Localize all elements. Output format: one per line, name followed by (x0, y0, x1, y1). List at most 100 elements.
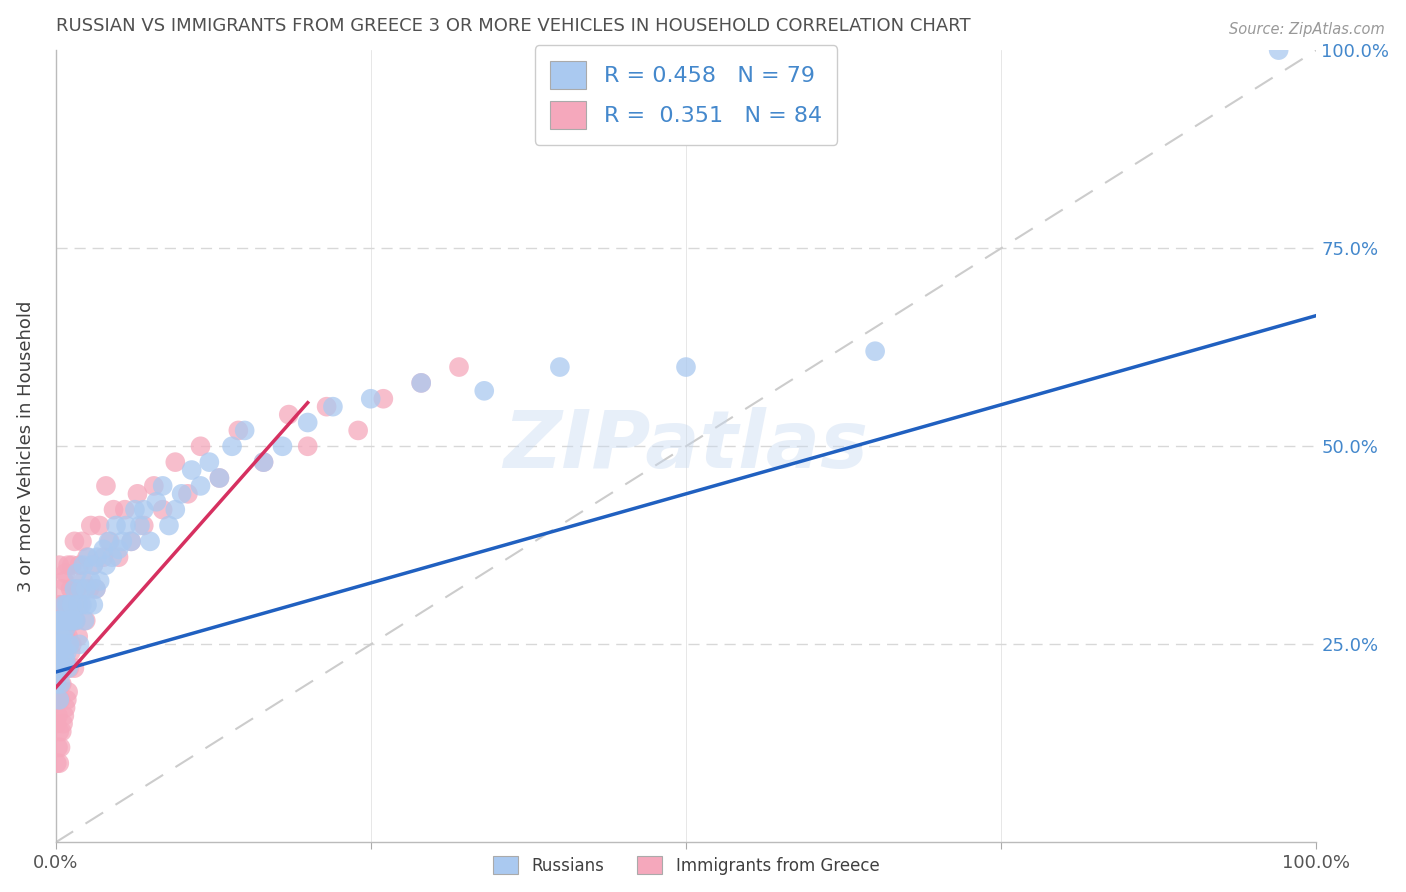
Point (84, 582, 107, 596)
Point (86, 550, 108, 565)
Point (56, 645, 79, 659)
Point (94, 479, 117, 493)
Point (127, 487, 149, 501)
Point (228, 424, 250, 438)
Point (115, 518, 138, 533)
Point (55, 630, 77, 644)
Point (190, 439, 212, 453)
Point (297, 439, 319, 453)
Point (56, 630, 79, 644)
Point (114, 502, 136, 516)
Point (548, 359, 571, 374)
Legend: Russians, Immigrants from Greece: Russians, Immigrants from Greece (486, 850, 886, 881)
Point (63, 582, 86, 596)
Point (129, 518, 152, 533)
Point (208, 471, 231, 485)
Point (84, 582, 107, 596)
Point (675, 359, 697, 374)
Point (271, 439, 294, 453)
Point (221, 439, 243, 453)
Point (53, 574, 76, 588)
Point (70, 534, 93, 549)
Point (48, 724, 70, 739)
Point (76, 598, 98, 612)
Point (65, 614, 87, 628)
Text: ZIPatlas: ZIPatlas (503, 408, 869, 485)
Point (208, 471, 231, 485)
Point (53, 645, 76, 659)
Point (65, 614, 87, 628)
Point (55, 653, 77, 667)
Point (75, 582, 97, 596)
Point (105, 518, 128, 533)
Point (1267, 43, 1289, 57)
Point (170, 487, 193, 501)
Point (297, 416, 319, 430)
Point (46, 614, 69, 628)
Point (89, 518, 111, 533)
Point (48, 756, 70, 771)
Point (315, 400, 337, 414)
Point (56, 598, 79, 612)
Point (107, 550, 129, 565)
Point (863, 344, 886, 359)
Point (252, 455, 274, 469)
Point (72, 558, 94, 573)
Point (56, 661, 79, 675)
Point (347, 424, 370, 438)
Point (89, 574, 111, 588)
Point (51, 677, 73, 691)
Point (360, 392, 382, 406)
Point (411, 376, 433, 390)
Point (190, 479, 212, 493)
Point (52, 598, 75, 612)
Point (82, 558, 104, 573)
Point (52, 630, 75, 644)
Point (53, 598, 76, 612)
Point (80, 518, 103, 533)
Point (82, 598, 104, 612)
Point (73, 614, 96, 628)
Point (76, 550, 98, 565)
Point (63, 598, 86, 612)
Point (46, 708, 69, 723)
Point (447, 359, 470, 374)
Point (177, 487, 200, 501)
Point (70, 598, 93, 612)
Point (48, 645, 70, 659)
Point (62, 614, 84, 628)
Point (124, 502, 146, 516)
Point (103, 502, 125, 516)
Point (142, 479, 165, 493)
Point (45, 677, 67, 691)
Y-axis label: 3 or more Vehicles in Household: 3 or more Vehicles in Household (17, 301, 35, 592)
Point (55, 566, 77, 580)
Point (120, 534, 142, 549)
Point (66, 566, 89, 580)
Point (53, 645, 76, 659)
Point (93, 550, 115, 565)
Point (72, 574, 94, 588)
Point (49, 630, 72, 644)
Point (145, 494, 167, 508)
Point (49, 693, 72, 707)
Point (58, 637, 80, 651)
Point (75, 614, 97, 628)
Point (45, 756, 67, 771)
Point (139, 534, 162, 549)
Point (77, 550, 100, 565)
Point (46, 661, 69, 675)
Point (472, 384, 495, 398)
Point (180, 463, 202, 477)
Point (411, 376, 433, 390)
Point (46, 740, 69, 755)
Point (48, 645, 70, 659)
Point (51, 630, 73, 644)
Point (45, 716, 67, 731)
Point (45, 614, 67, 628)
Point (69, 598, 91, 612)
Point (373, 392, 395, 406)
Point (69, 582, 91, 596)
Point (48, 558, 70, 573)
Point (152, 479, 174, 493)
